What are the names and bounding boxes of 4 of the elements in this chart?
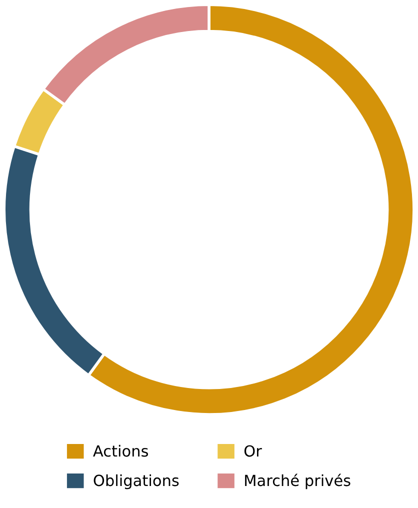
legend-label: Or [244, 445, 262, 457]
legend-label: Actions [93, 444, 148, 457]
legend-label: Obligations [94, 474, 179, 490]
legend-label: Marché privés [245, 474, 350, 490]
